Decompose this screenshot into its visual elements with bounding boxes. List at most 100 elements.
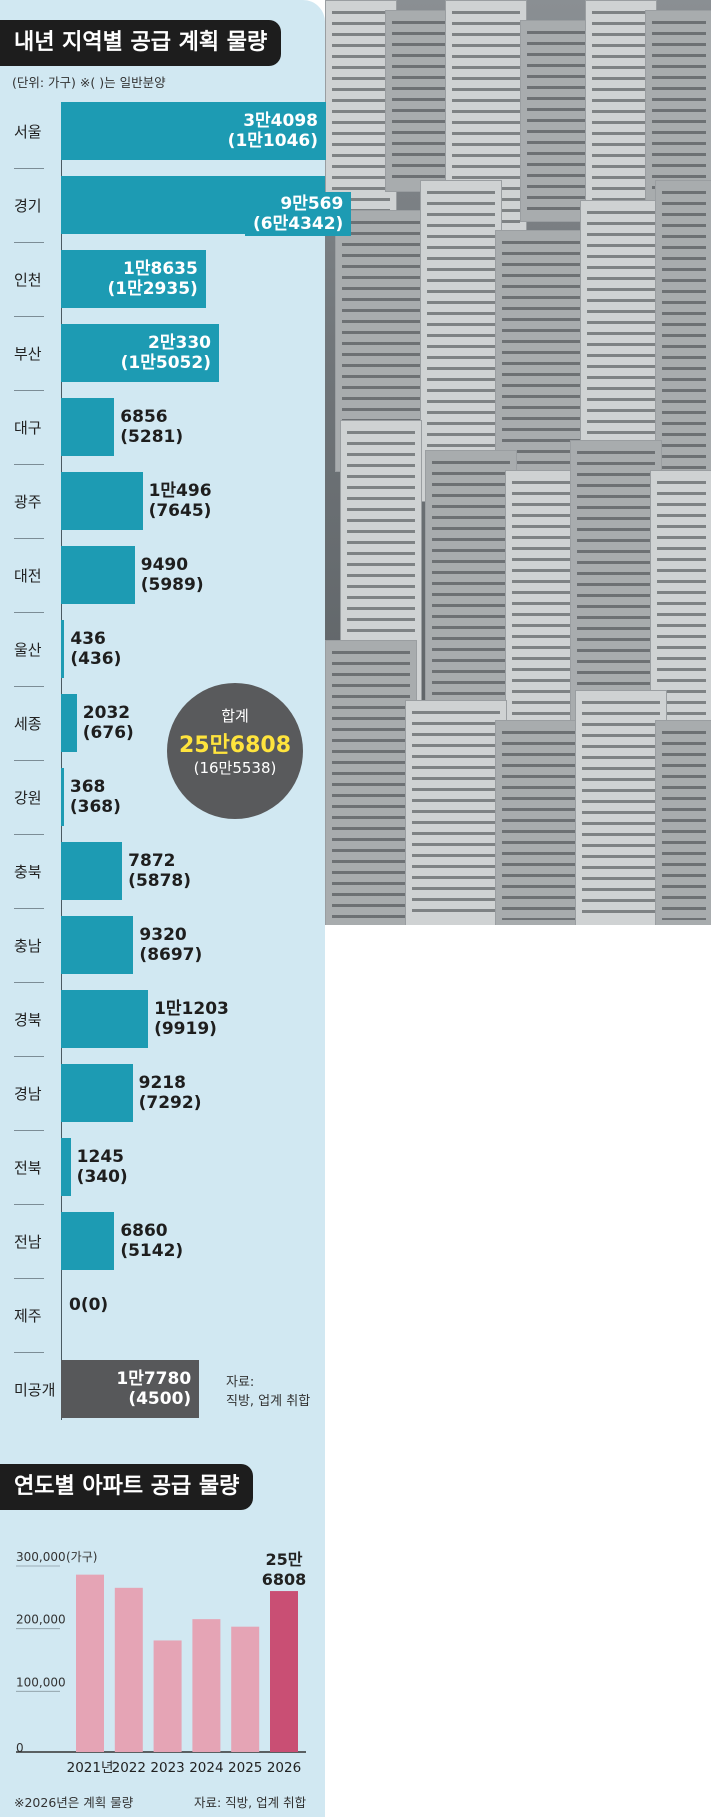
region-value-label: 1245 (340) [77,1147,128,1187]
region-value-label: 3만4098 (1만1046) [206,111,318,151]
source-line-1: 자료: [226,1375,255,1390]
region-value-label: 2만330 (1만5052) [99,333,211,373]
row-separator [14,686,44,687]
photo-windows [502,731,580,920]
region-bar [61,546,135,604]
region-bar [61,472,143,530]
year-bar [270,1591,298,1752]
chart2-title: 연도별 아파트 공급 물량 [0,1464,254,1510]
region-label: 충북 [14,863,42,881]
value-main: 7872 [128,851,176,871]
row-separator [14,1278,44,1279]
total-value: 25만6808 [178,733,292,758]
value-main: 3만4098 [243,111,318,131]
region-value-label: 368 (368) [70,777,121,817]
photo-windows [652,21,706,195]
footnote-source: 자료: 직방, 업계 취합 [194,1795,307,1810]
region-bar [61,1360,200,1418]
value-main: 1245 [76,1147,124,1167]
region-bar [61,768,64,826]
photo-windows [662,191,706,505]
region-label: 광주 [14,493,42,511]
total-label: 합계 [221,707,249,725]
region-value-label: 1만1203 (9919) [154,999,229,1039]
region-bar [61,324,219,382]
value-main: 1만1203 [154,999,229,1019]
region-value-label: 9218 (7292) [139,1073,202,1113]
value-main: 1만496 [148,481,212,501]
photo-windows [427,191,495,495]
row-separator [14,1204,44,1205]
photo-building [645,10,711,202]
region-bar [61,620,65,678]
region-label: 강원 [14,789,42,807]
value-sub: (5989) [140,575,204,595]
chart1-title: 내년 지역별 공급 계획 물량 [0,20,282,66]
region-label: 충남 [14,937,42,955]
photo-building [520,20,592,222]
region-label: 전북 [14,1159,42,1177]
value-main: 6856 [120,407,168,427]
axis-line [61,102,62,1420]
value-main: 6860 [120,1221,168,1241]
photo-building [570,440,662,732]
value-sub: (1만2935) [107,279,198,299]
value-sub: (8697) [139,945,203,965]
region-label: 서울 [14,123,42,141]
year-label: 2022 [112,1760,146,1776]
value-sub: (676) [82,723,134,743]
source-line-2: 직방, 업계 취합 [226,1394,311,1409]
year-label: 2025 [228,1760,262,1776]
row-separator [14,1352,44,1353]
row-separator [14,538,44,539]
region-label: 울산 [14,641,42,659]
region-label: 경기 [14,197,42,215]
region-label: 경남 [14,1085,42,1103]
value-sub: (368) [69,797,121,817]
value-sub: (4500) [128,1389,192,1409]
year-bar [76,1574,104,1752]
year-label: 2026 [267,1760,301,1776]
region-bar [61,916,134,974]
row-separator [14,168,44,169]
row-separator [14,390,44,391]
region-value-label: 9만569 (6만4342) [245,192,352,236]
value-main: 368 [69,777,106,797]
value-sub: (340) [76,1167,128,1187]
value-sub: (5281) [120,427,184,447]
region-label: 제주 [14,1307,42,1325]
row-separator [14,834,44,835]
region-value-label: 2032 (676) [83,703,134,743]
year-bar [114,1587,143,1752]
y-unit-label: (가구) [66,1550,97,1564]
photo-building [655,180,711,512]
photo-windows [392,21,450,185]
value-sub: (7292) [138,1093,202,1113]
region-bar [61,694,77,752]
highlight-value-label: 6808 [262,1570,307,1589]
region-bar [61,842,123,900]
value-sub: (6만4342) [253,214,344,234]
region-label: 전남 [14,1233,42,1251]
region-bar [61,1064,133,1122]
region-value-label: 1만7780 (4500) [79,1369,191,1409]
row-separator [14,242,44,243]
apartment-photo [325,0,711,925]
value-main: 9320 [139,925,187,945]
region-bar [61,1138,71,1196]
row-separator [14,908,44,909]
photo-building [405,700,507,925]
region-bar [61,398,115,456]
photo-windows [527,31,585,215]
photo-windows [512,481,570,765]
photo-windows [412,711,500,920]
photo-windows [592,11,650,235]
row-separator [14,1130,44,1131]
y-tick-label: 100,000 [16,1675,66,1689]
region-value-label: 9490 (5989) [141,555,204,595]
photo-building [325,640,417,925]
photo-windows [582,701,660,920]
photo-building [575,690,667,925]
photo-windows [332,11,390,225]
region-value-label: 6860 (5142) [120,1221,183,1261]
